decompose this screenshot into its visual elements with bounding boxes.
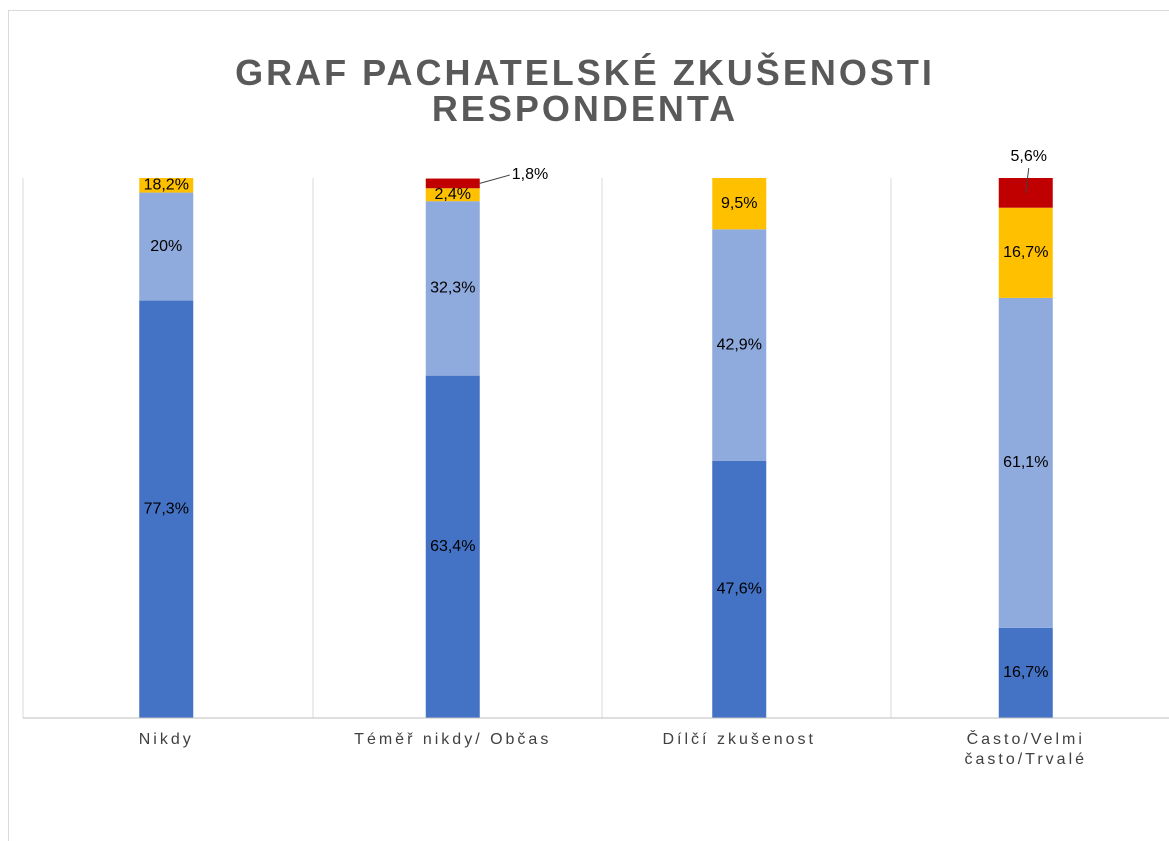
data-label: 5,6% xyxy=(1011,148,1047,165)
chart-border xyxy=(8,10,1169,841)
x-tick-label: Dílčí zkušenost xyxy=(663,731,816,748)
data-label: 20% xyxy=(150,238,182,255)
bar-segment xyxy=(998,207,1053,298)
bar-segment xyxy=(425,178,480,189)
data-label: 61,1% xyxy=(1003,454,1048,471)
x-tick-label: Nikdy xyxy=(139,731,194,748)
x-tick-label: Často/Velmi často/Trvalé xyxy=(964,729,1087,768)
bar-segment xyxy=(425,375,480,718)
data-label: 47,6% xyxy=(717,581,762,598)
data-label: 77,3% xyxy=(144,501,189,518)
bar-segment xyxy=(712,178,767,230)
bars xyxy=(139,178,1053,718)
separators xyxy=(22,178,892,718)
data-label: 1,8% xyxy=(512,166,548,183)
x-tick-label: Téměř nikdy/ Občas xyxy=(354,731,551,748)
leader-line xyxy=(479,174,510,184)
data-label: 42,9% xyxy=(717,336,762,353)
data-label: 2,4% xyxy=(435,186,471,203)
bar-segment xyxy=(998,297,1053,628)
bar-segment xyxy=(712,229,767,461)
data-label: 9,5% xyxy=(721,195,757,212)
bar-segment xyxy=(139,192,194,301)
bar-segment xyxy=(139,178,194,193)
data-label: 16,7% xyxy=(1003,664,1048,681)
bar-segment xyxy=(425,188,480,202)
data-label: 16,7% xyxy=(1003,244,1048,261)
chart-title: GRAF PACHATELSKÉ ZKUŠENOSTI RESPONDENTA xyxy=(235,51,935,129)
bar-segment xyxy=(425,201,480,376)
data-label: 63,4% xyxy=(430,538,475,555)
bar-segment xyxy=(139,300,194,718)
leader-line xyxy=(1025,167,1030,193)
data-label: 18,2% xyxy=(144,177,189,194)
data-label: 32,3% xyxy=(430,280,475,297)
bar-segment xyxy=(712,460,767,718)
bar-segment xyxy=(998,627,1053,718)
